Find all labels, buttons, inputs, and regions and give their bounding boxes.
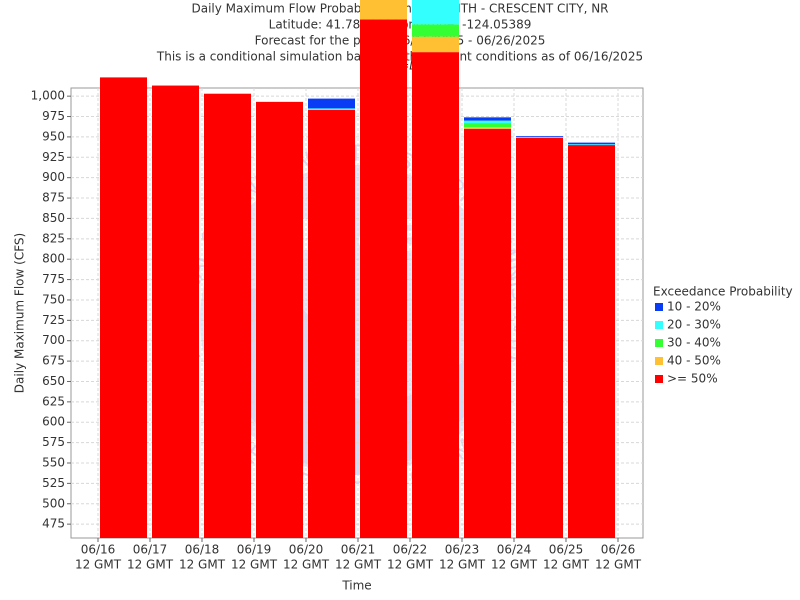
- legend-title: Exceedance Probability: [653, 285, 793, 299]
- y-tick-label: 550: [42, 456, 65, 470]
- x-tick-label: 12 GMT: [335, 558, 382, 572]
- bar-segment: [412, 0, 459, 25]
- y-tick-label: 500: [42, 496, 65, 510]
- x-tick-label: 06/24: [497, 543, 532, 557]
- y-tick-label: 1,000: [31, 89, 65, 103]
- bar-segment: [516, 136, 563, 138]
- bar-segment: [308, 98, 355, 109]
- y-tick-label: 900: [42, 170, 65, 184]
- x-tick-label: 06/16: [81, 543, 116, 557]
- x-tick-label: 06/22: [393, 543, 428, 557]
- legend-label: 20 - 30%: [667, 318, 721, 332]
- bar-segment: [256, 101, 303, 538]
- bar-segment: [568, 144, 615, 146]
- x-tick-label: 12 GMT: [439, 558, 486, 572]
- bar-segment: [204, 93, 251, 539]
- legend-swatch: [655, 321, 663, 329]
- x-tick-label: 06/19: [237, 543, 272, 557]
- y-tick-label: 625: [42, 394, 65, 408]
- y-tick-label: 825: [42, 231, 65, 245]
- x-tick-label: 12 GMT: [231, 558, 278, 572]
- bar-segment: [516, 137, 563, 538]
- y-tick-label: 700: [42, 333, 65, 347]
- x-tick-label: 06/21: [341, 543, 376, 557]
- x-tick-label: 12 GMT: [595, 558, 642, 572]
- bar-segment: [464, 117, 511, 121]
- y-tick-label: 675: [42, 354, 65, 368]
- x-tick-label: 12 GMT: [491, 558, 538, 572]
- bar-segment: [568, 145, 615, 538]
- x-tick-label: 12 GMT: [283, 558, 330, 572]
- bar-segment: [152, 85, 199, 538]
- bar-segment: [464, 128, 511, 538]
- y-tick-label: 750: [42, 292, 65, 306]
- bar-segment: [412, 24, 459, 37]
- bar-segment: [360, 19, 407, 539]
- x-tick-label: 06/17: [133, 543, 168, 557]
- y-tick-label: 650: [42, 374, 65, 388]
- bar-segment: [464, 123, 511, 128]
- x-tick-label: 12 GMT: [179, 558, 226, 572]
- y-axis-label: Daily Maximum Flow (CFS): [13, 233, 27, 393]
- x-tick-label: 12 GMT: [387, 558, 434, 572]
- x-tick-label: 06/25: [549, 543, 584, 557]
- y-tick-label: 725: [42, 313, 65, 327]
- legend-swatch: [655, 339, 663, 347]
- bar-segment: [308, 108, 355, 111]
- legend-label: >= 50%: [667, 372, 718, 386]
- legend-label: 40 - 50%: [667, 354, 721, 368]
- y-tick-label: 950: [42, 129, 65, 143]
- legend-swatch: [655, 357, 663, 365]
- x-tick-label: 12 GMT: [543, 558, 590, 572]
- bar-segment: [516, 136, 563, 137]
- bar-segment: [568, 142, 615, 145]
- y-tick-label: 525: [42, 476, 65, 490]
- x-tick-label: 06/26: [601, 543, 636, 557]
- bar-segment: [412, 36, 459, 53]
- legend-label: 10 - 20%: [667, 300, 721, 314]
- x-tick-label: 12 GMT: [127, 558, 174, 572]
- bar-segment: [464, 127, 511, 129]
- y-tick-label: 600: [42, 415, 65, 429]
- x-tick-label: 06/18: [185, 543, 220, 557]
- legend-swatch: [655, 375, 663, 383]
- x-tick-label: 12 GMT: [75, 558, 122, 572]
- x-tick-label: 06/20: [289, 543, 324, 557]
- legend-swatch: [655, 303, 663, 311]
- bar-segment: [412, 52, 459, 539]
- x-tick-label: 06/23: [445, 543, 480, 557]
- bar-segment: [100, 77, 147, 539]
- bar-segment: [360, 0, 407, 20]
- y-tick-label: 575: [42, 435, 65, 449]
- y-tick-label: 775: [42, 272, 65, 286]
- y-tick-label: 875: [42, 191, 65, 205]
- y-tick-label: 800: [42, 252, 65, 266]
- y-tick-label: 975: [42, 109, 65, 123]
- y-tick-label: 475: [42, 517, 65, 531]
- bar-segment: [464, 120, 511, 124]
- y-tick-label: 925: [42, 150, 65, 164]
- x-axis-label: Time: [341, 579, 371, 593]
- legend-label: 30 - 40%: [667, 336, 721, 350]
- bar-segment: [308, 110, 355, 539]
- y-tick-label: 850: [42, 211, 65, 225]
